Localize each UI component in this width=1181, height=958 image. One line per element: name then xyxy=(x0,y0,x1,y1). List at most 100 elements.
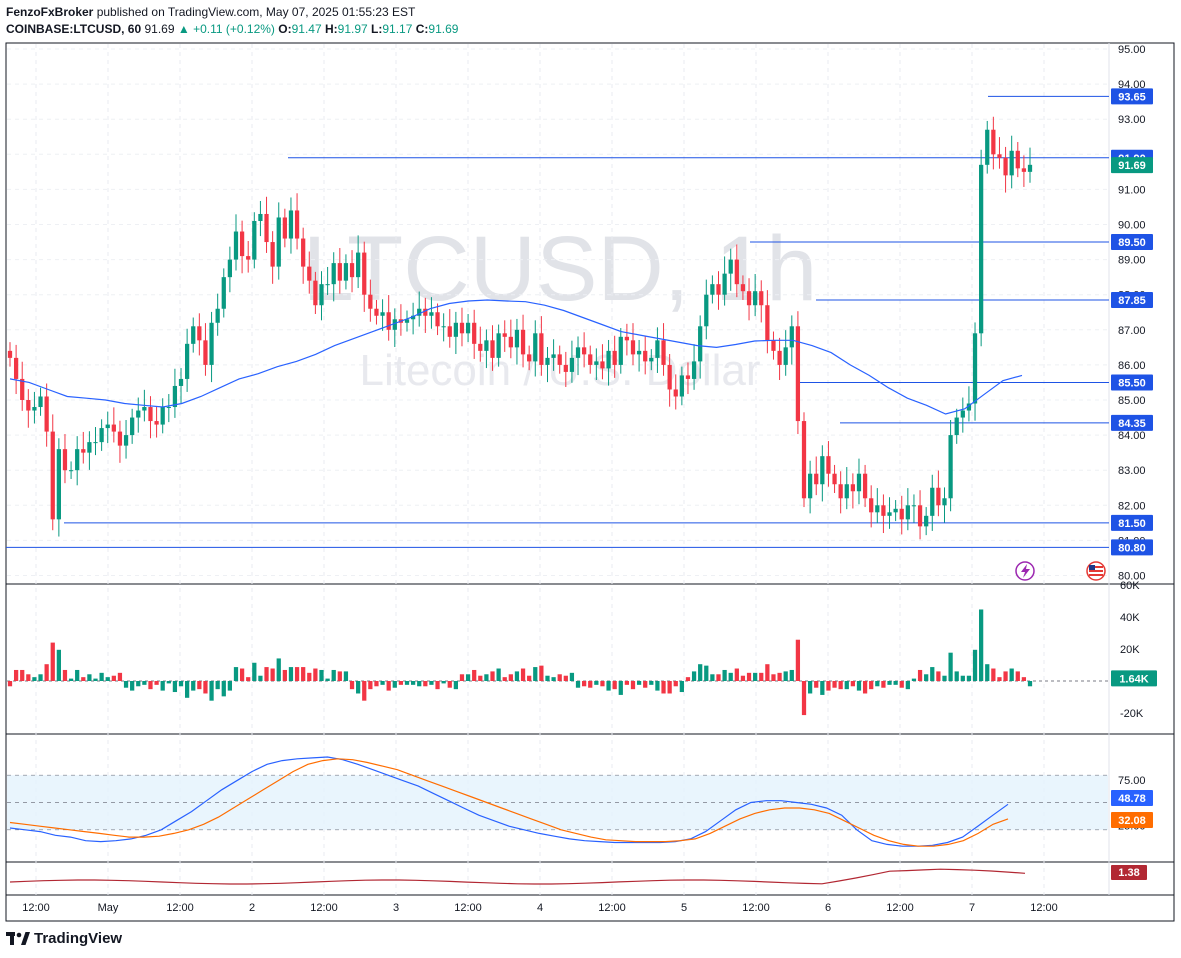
time-tick-label: 2 xyxy=(249,902,255,914)
level-tag-label: 85.50 xyxy=(1118,377,1146,389)
candle-body xyxy=(130,417,135,436)
candle-body xyxy=(380,312,385,316)
horizontal-levels[interactable] xyxy=(6,95,1109,548)
volume-bar xyxy=(960,675,965,681)
volume-bar xyxy=(356,681,361,694)
candle-body xyxy=(215,308,220,323)
candle-body xyxy=(936,487,941,506)
volume-bar xyxy=(490,671,495,681)
time-tick-label: 6 xyxy=(825,902,831,914)
volume-bar xyxy=(917,669,923,681)
volume-bar xyxy=(203,681,208,694)
volume-bar xyxy=(465,674,471,681)
candle-body xyxy=(1027,164,1033,172)
price-tick-label: 95.00 xyxy=(1118,44,1146,56)
change-value: +0.11 (+0.12%) xyxy=(193,22,275,36)
volume-bar xyxy=(905,681,910,690)
candle-body xyxy=(337,263,342,281)
candle-body xyxy=(392,319,397,330)
candle-body xyxy=(691,361,697,379)
volume-bar xyxy=(172,681,178,693)
volume-bar xyxy=(979,609,984,681)
candle-body xyxy=(349,263,355,278)
symbol-name[interactable]: COINBASE:LTCUSD, 60 xyxy=(6,22,142,36)
price-tick-label: 85.00 xyxy=(1118,395,1146,407)
candle-body xyxy=(685,375,691,379)
candle-body xyxy=(87,442,92,453)
candle-body xyxy=(881,505,886,516)
candle-body xyxy=(667,364,672,390)
publisher-line: FenzoFxBroker published on TradingView.c… xyxy=(6,5,415,19)
volume-bar xyxy=(398,681,404,685)
volume-bar xyxy=(441,681,446,684)
candle-body xyxy=(643,350,648,362)
time-tick-label: 12:00 xyxy=(454,902,482,914)
volume-bar xyxy=(142,681,147,685)
volume-bar xyxy=(160,681,165,691)
candle-body xyxy=(356,252,361,278)
volume-bar xyxy=(985,664,990,681)
moving-average xyxy=(9,299,1023,415)
volume-bar xyxy=(166,681,171,684)
volume-bar xyxy=(954,671,959,681)
volume-bar xyxy=(588,681,593,688)
volume-bar xyxy=(612,681,617,690)
volume-bar xyxy=(282,669,287,681)
us-flag-icon[interactable] xyxy=(1086,561,1106,581)
candle-body xyxy=(447,326,452,337)
volume-bar xyxy=(753,672,758,681)
volume-bar xyxy=(649,681,654,685)
volume-bar xyxy=(233,667,239,681)
candle-body xyxy=(972,333,978,404)
volume-bar xyxy=(948,652,953,681)
candle-body xyxy=(746,291,752,306)
author-name[interactable]: FenzoFxBroker xyxy=(6,5,94,19)
volume-bar xyxy=(527,675,532,681)
candle-body xyxy=(38,396,43,408)
candle-body xyxy=(117,431,123,446)
candle-body xyxy=(917,505,923,527)
candle-body xyxy=(508,336,513,348)
volume-bar xyxy=(844,681,849,690)
candle-body xyxy=(496,333,501,358)
volume-bar xyxy=(838,681,843,690)
candle-body xyxy=(166,407,171,409)
volume-bar xyxy=(331,669,336,681)
time-tick-label: 12:00 xyxy=(166,902,194,914)
candle-body xyxy=(765,305,770,341)
volume-bar xyxy=(911,678,917,681)
candle-body xyxy=(966,403,972,411)
volume-bar xyxy=(50,642,55,681)
volume-bar xyxy=(264,667,269,681)
candle-body xyxy=(991,129,996,155)
candle-body xyxy=(68,470,74,472)
candle-body xyxy=(111,424,116,432)
time-tick-label: 3 xyxy=(393,902,399,914)
tradingview-logo[interactable]: TradingView xyxy=(6,930,122,947)
volume-bar xyxy=(368,681,373,690)
candle-body xyxy=(600,361,605,369)
volume-bar xyxy=(856,681,862,691)
volume-bar xyxy=(698,664,703,681)
candle-body xyxy=(252,220,257,260)
price-labels: 93.6591.9089.5087.8585.5084.3581.5080.80… xyxy=(1111,88,1157,880)
watermark-symbol: LTCUSD, 1h xyxy=(303,218,818,320)
candle-body xyxy=(1003,157,1008,176)
volume-bar xyxy=(453,681,458,690)
candle-body xyxy=(979,164,984,334)
volume-bar xyxy=(930,667,935,681)
candle-body xyxy=(343,263,349,281)
candle-body xyxy=(239,231,245,257)
candle-body xyxy=(185,343,190,379)
candle-body xyxy=(606,350,611,369)
lightning-icon[interactable] xyxy=(1015,561,1035,581)
candle-body xyxy=(759,291,764,306)
volume-bar xyxy=(410,681,416,685)
candle-body xyxy=(948,435,953,499)
volume-bar xyxy=(185,681,190,698)
volume-bar xyxy=(594,681,599,685)
stoch-rsi xyxy=(7,756,1108,847)
price-tick-label: 87.00 xyxy=(1118,325,1146,337)
candle-body xyxy=(62,449,68,471)
